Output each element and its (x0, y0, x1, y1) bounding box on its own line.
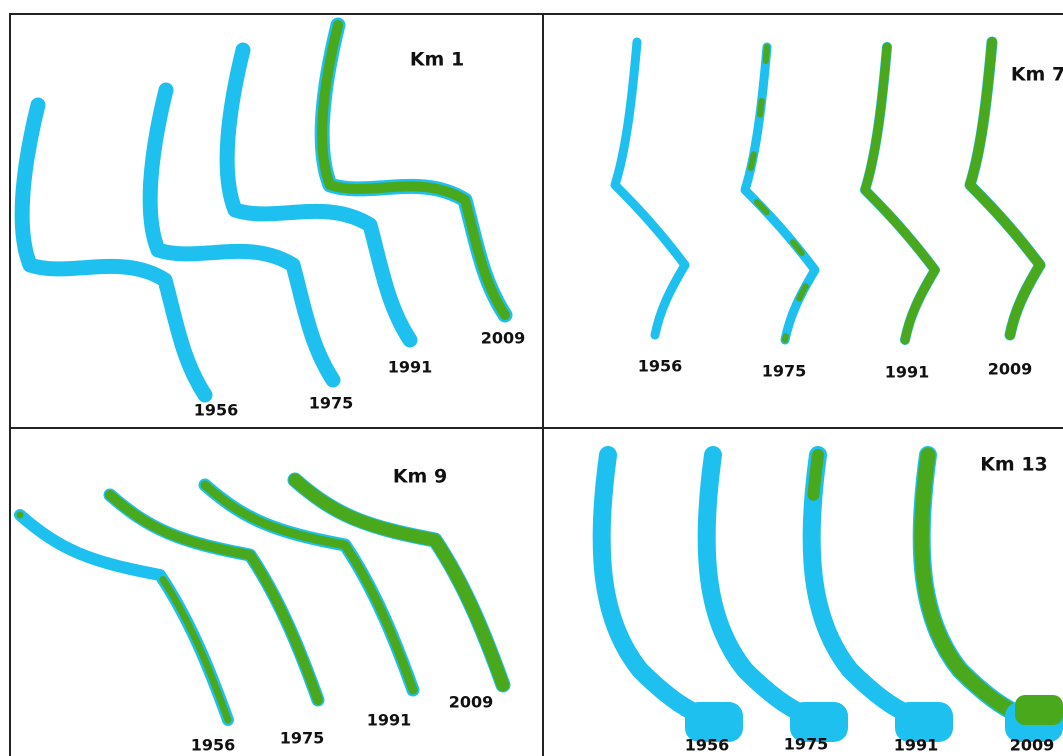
year-label: 1991 (885, 363, 930, 382)
year-label: 2009 (481, 329, 526, 348)
year-label: 1975 (784, 735, 829, 754)
year-label: 1991 (367, 711, 412, 730)
year-label: 2009 (1010, 736, 1055, 755)
panel-title: Km 7 (1011, 64, 1063, 86)
panel-borders (10, 14, 1063, 756)
figure: Km 1 1956 1975 1991 2009 Km 7 1956 1975 … (0, 0, 1063, 756)
year-label: 1956 (638, 357, 683, 376)
km9-rivers (20, 480, 503, 720)
km7-rivers (615, 42, 1040, 340)
panel-title: Km 13 (980, 454, 1048, 476)
year-label: 1975 (309, 394, 354, 413)
year-label: 1956 (685, 736, 730, 755)
year-label: 1956 (191, 736, 236, 755)
year-label: 1991 (894, 736, 939, 755)
panel-title: Km 1 (410, 49, 464, 71)
km1-rivers (22, 25, 505, 395)
km13-rivers (602, 455, 1063, 742)
year-label: 1991 (388, 358, 433, 377)
year-label: 1956 (194, 401, 239, 420)
year-label: 1975 (280, 729, 325, 748)
panel-title: Km 9 (393, 466, 447, 488)
year-label: 1975 (762, 362, 807, 381)
year-label: 2009 (988, 360, 1033, 379)
year-label: 2009 (449, 693, 494, 712)
